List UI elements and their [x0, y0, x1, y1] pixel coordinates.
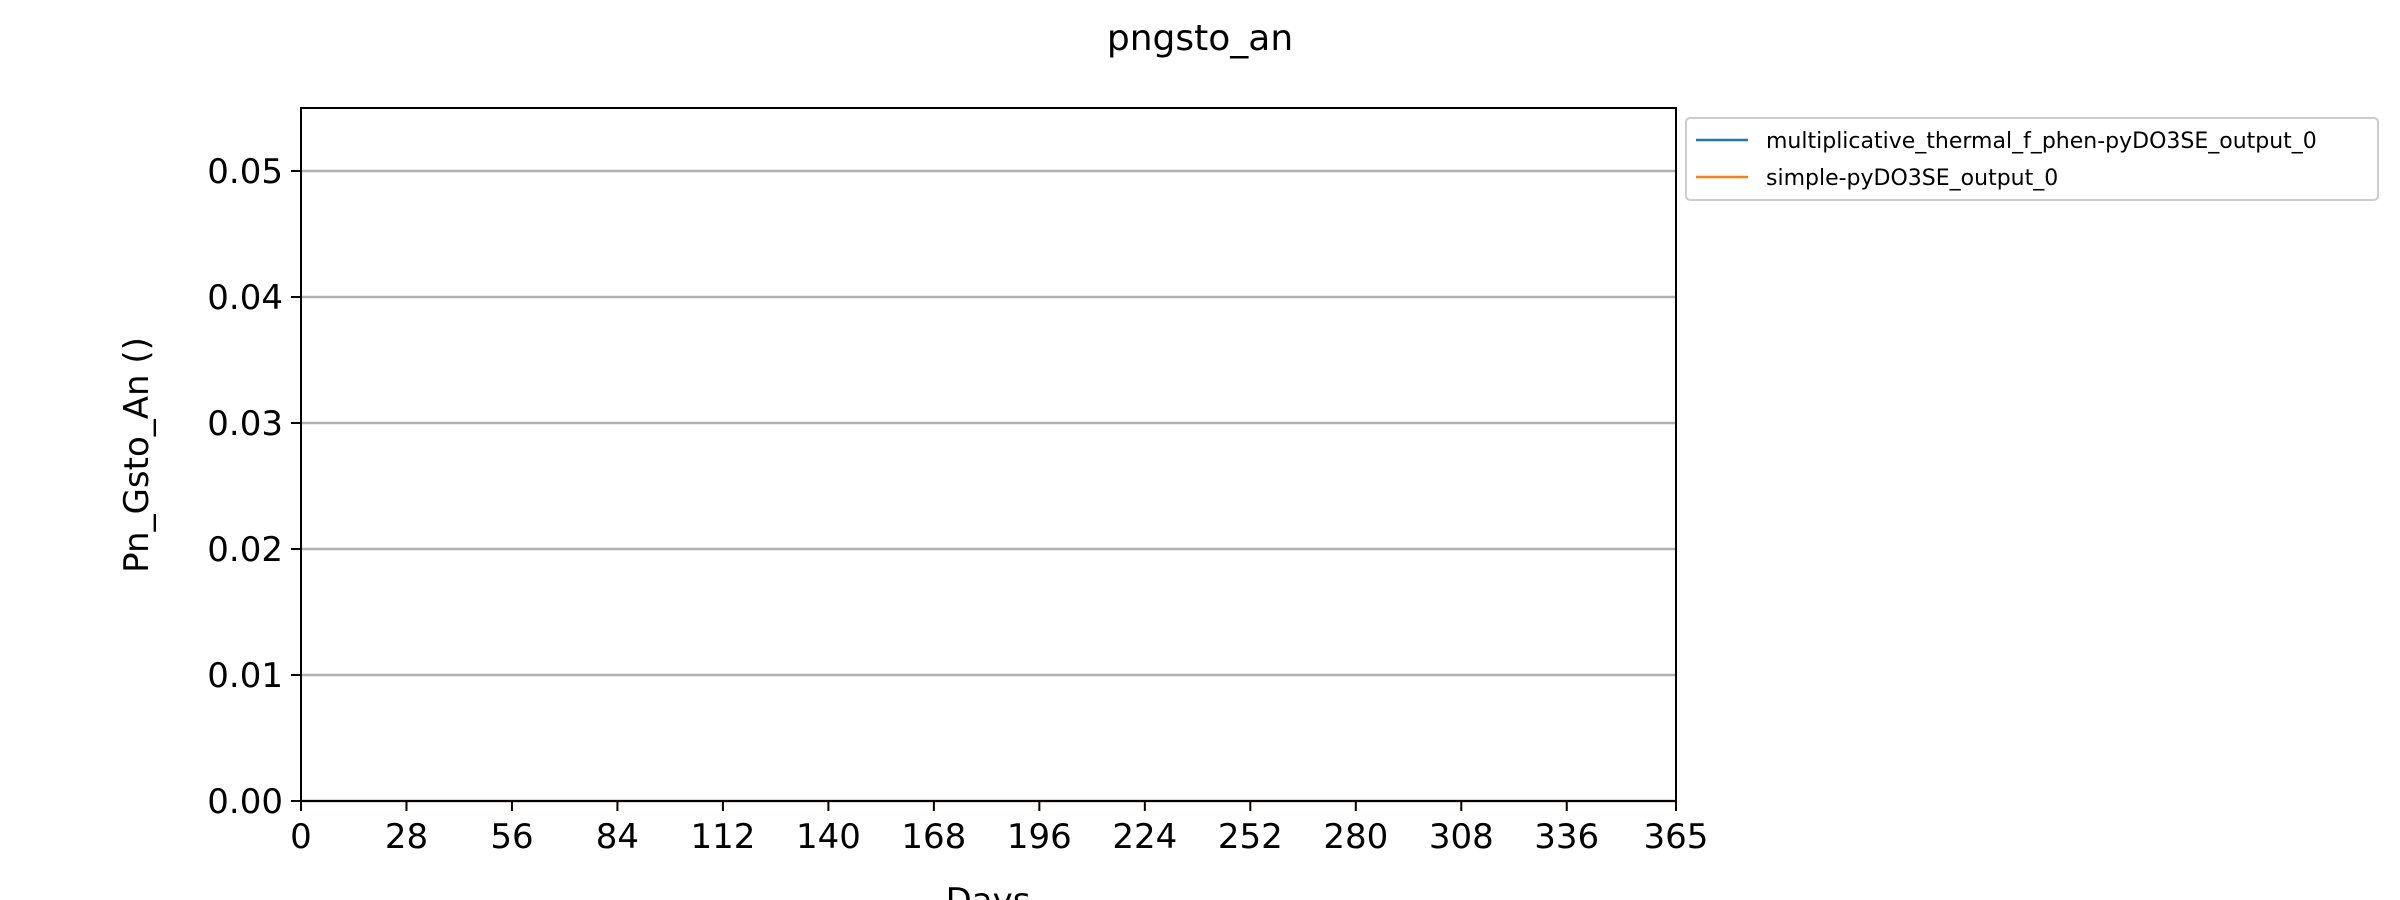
y-axis-label: Pn_Gsto_An ()	[117, 337, 157, 573]
x-tick-label: 112	[690, 817, 755, 857]
x-tick-label: 365	[1644, 817, 1709, 857]
legend-label: simple-pyDO3SE_output_0	[1766, 166, 2058, 191]
x-tick-label: 336	[1534, 817, 1599, 857]
legend: multiplicative_thermal_f_phen-pyDO3SE_ou…	[1685, 117, 2379, 201]
legend-box	[1685, 117, 2379, 201]
y-tick-label: 0.02	[207, 530, 283, 570]
x-tick-label: 84	[596, 817, 639, 857]
grid-lines	[301, 169, 1676, 803]
y-axis-ticks: 0.00 0.01 0.02 0.03 0.04 0.05	[207, 152, 301, 822]
y-tick-label: 0.03	[207, 404, 283, 444]
x-tick-label: 252	[1218, 817, 1283, 857]
x-tick-label: 196	[1007, 817, 1072, 857]
x-tick-label: 140	[796, 817, 861, 857]
x-tick-label: 168	[901, 817, 966, 857]
y-tick-label: 0.00	[207, 782, 283, 822]
x-tick-label: 0	[290, 817, 312, 857]
legend-label: multiplicative_thermal_f_phen-pyDO3SE_ou…	[1766, 129, 2317, 154]
x-tick-label: 56	[490, 817, 533, 857]
chart-title: pngsto_an	[1107, 18, 1293, 59]
x-tick-label: 308	[1429, 817, 1494, 857]
x-axis-label: Days	[946, 881, 1031, 900]
x-axis-ticks: 0 28 56 84 112 140 168 196 224 252 280 308 336 365	[290, 801, 1708, 857]
plot-frame	[300, 107, 1677, 802]
y-tick-label: 0.01	[207, 656, 283, 696]
y-tick-label: 0.05	[207, 152, 283, 192]
x-tick-label: 224	[1112, 817, 1177, 857]
y-tick-label: 0.04	[207, 278, 283, 318]
x-tick-label: 280	[1323, 817, 1388, 857]
x-tick-label: 28	[385, 817, 428, 857]
